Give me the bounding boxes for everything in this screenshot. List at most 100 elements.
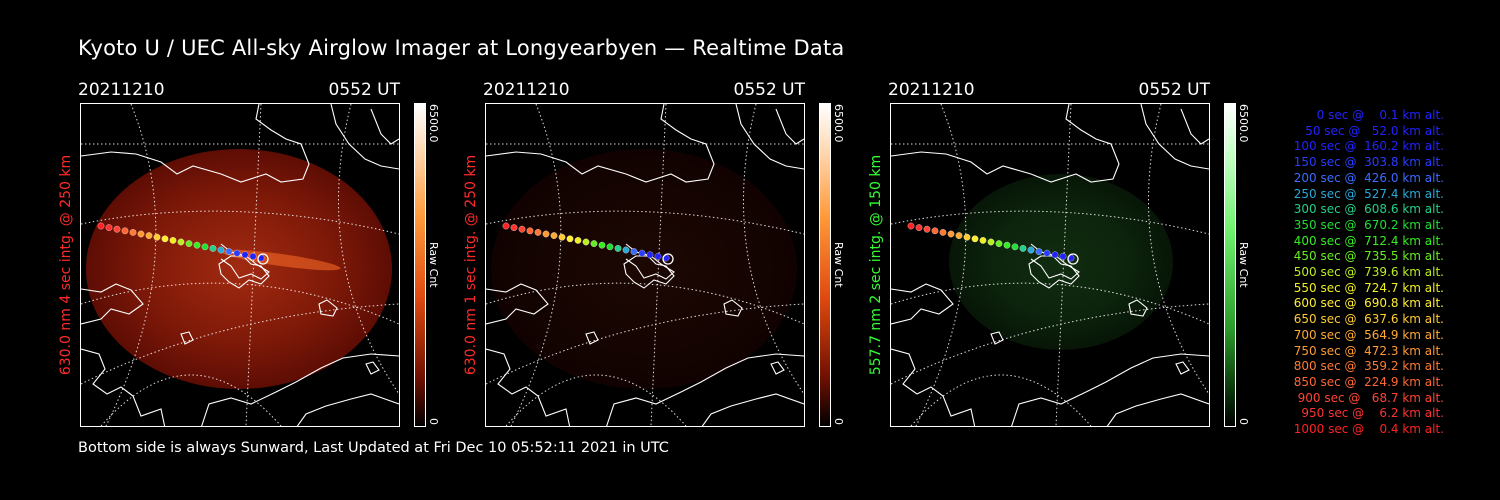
legend-row: 250 sec @ 527.4 km alt. xyxy=(1262,187,1444,203)
graticule-line xyxy=(910,374,1092,426)
panel-2-cbar-max: 6500.0 xyxy=(832,104,845,143)
trajectory-point xyxy=(907,222,915,230)
graticule-line xyxy=(510,104,562,426)
coastline xyxy=(1011,353,1209,426)
legend-row: 500 sec @ 739.6 km alt. xyxy=(1262,265,1444,281)
legend-row-text: 400 sec @ 712.4 km alt. xyxy=(1289,233,1444,248)
station-marker xyxy=(662,253,674,265)
graticule-line xyxy=(486,303,804,385)
legend-row: 350 sec @ 670.2 km alt. xyxy=(1262,218,1444,234)
graticule-line xyxy=(891,303,1209,385)
trajectory-point xyxy=(550,232,558,240)
legend-row: 150 sec @ 303.8 km alt. xyxy=(1262,155,1444,171)
coastline xyxy=(1106,393,1209,426)
legend-row-text: 450 sec @ 735.5 km alt. xyxy=(1289,249,1444,264)
legend-row-text: 950 sec @ 6.2 km alt. xyxy=(1297,406,1444,421)
trajectory-point xyxy=(217,246,225,254)
legend-row: 900 sec @ 68.7 km alt. xyxy=(1262,391,1444,407)
trajectory-point xyxy=(129,228,137,236)
panel-1-colorbar xyxy=(414,103,426,427)
trajectory-point xyxy=(225,248,233,256)
legend-row: 0 sec @ 0.1 km alt. xyxy=(1262,108,1444,124)
legend-row-text: 800 sec @ 359.2 km alt. xyxy=(1289,359,1444,374)
trajectory-point xyxy=(502,222,510,230)
trajectory-point xyxy=(638,249,646,257)
panel-3-cbar-min: 0 xyxy=(1237,418,1250,425)
trajectory-point xyxy=(646,251,654,259)
trajectory-point xyxy=(1019,244,1027,252)
panel-3-date: 20211210 xyxy=(888,80,975,100)
coastline xyxy=(370,108,399,145)
altitude-legend: 0 sec @ 0.1 km alt. 50 sec @ 52.0 km alt… xyxy=(1262,108,1444,438)
trajectory-point xyxy=(939,228,947,236)
trajectory-point xyxy=(566,235,574,243)
trajectory-point xyxy=(979,236,987,244)
trajectory-point xyxy=(995,240,1003,248)
legend-row-text: 550 sec @ 724.7 km alt. xyxy=(1289,280,1444,295)
graticule-line xyxy=(81,282,399,325)
graticule-line xyxy=(505,374,687,426)
panel-1-cbar-unit: Raw Cnt xyxy=(427,242,440,288)
trajectory-point xyxy=(542,230,550,238)
trajectory-point xyxy=(947,230,955,238)
trajectory-point xyxy=(201,243,209,251)
trajectory-point xyxy=(169,236,177,244)
page-title: Kyoto U / UEC All-sky Airglow Imager at … xyxy=(78,36,845,60)
legend-row: 800 sec @ 359.2 km alt. xyxy=(1262,359,1444,375)
legend-row-text: 250 sec @ 527.4 km alt. xyxy=(1289,186,1444,201)
trajectory-point xyxy=(1059,252,1067,260)
panel-2-ylabel-text: 630.0 nm 1 sec intg. @ 250 km xyxy=(463,154,479,376)
panel-1-image xyxy=(80,103,400,427)
legend-row: 950 sec @ 6.2 km alt. xyxy=(1262,406,1444,422)
trajectory-point xyxy=(185,240,193,248)
airglow-disc xyxy=(949,174,1173,350)
trajectory-point xyxy=(1011,243,1019,251)
trajectory-point xyxy=(105,224,113,232)
graticule-line xyxy=(100,374,282,426)
graticule-line xyxy=(486,210,804,235)
legend-row: 650 sec @ 637.6 km alt. xyxy=(1262,312,1444,328)
trajectory-point xyxy=(622,246,630,254)
legend-row-text: 900 sec @ 68.7 km alt. xyxy=(1293,390,1444,405)
trajectory-point xyxy=(97,222,105,230)
legend-row-text: 150 sec @ 303.8 km alt. xyxy=(1289,155,1444,170)
panel-3-cbar-unit: Raw Cnt xyxy=(1237,242,1250,288)
trajectory-point xyxy=(145,232,153,240)
coastline xyxy=(990,331,1004,345)
coastline xyxy=(81,283,144,325)
coastline xyxy=(486,348,571,426)
legend-row-text: 300 sec @ 608.6 km alt. xyxy=(1289,202,1444,217)
trajectory-point xyxy=(153,233,161,241)
legend-row: 1000 sec @ 0.4 km alt. xyxy=(1262,422,1444,438)
panel-2-time: 0552 UT xyxy=(733,80,806,100)
graticule-line xyxy=(486,282,804,325)
legend-row-text: 200 sec @ 426.0 km alt. xyxy=(1289,170,1444,185)
trajectory-point xyxy=(518,225,526,233)
graticule-line xyxy=(891,210,1209,235)
legend-row: 850 sec @ 224.9 km alt. xyxy=(1262,375,1444,391)
legend-row: 300 sec @ 608.6 km alt. xyxy=(1262,202,1444,218)
trajectory-point xyxy=(177,238,185,246)
trajectory-point xyxy=(233,249,241,257)
coastline xyxy=(330,104,399,170)
panel-2-svg xyxy=(486,104,804,426)
legend-row: 550 sec @ 724.7 km alt. xyxy=(1262,281,1444,297)
trajectory-point xyxy=(161,235,169,243)
coastline xyxy=(486,283,549,325)
coastline xyxy=(81,104,310,183)
trajectory-point xyxy=(931,227,939,235)
graticule-line xyxy=(891,282,1209,325)
svalbard-coastline xyxy=(623,255,675,289)
trajectory-point xyxy=(510,224,518,232)
trajectory-point xyxy=(113,225,121,233)
legend-row-text: 750 sec @ 472.3 km alt. xyxy=(1289,343,1444,358)
legend-row: 750 sec @ 472.3 km alt. xyxy=(1262,344,1444,360)
panel-2-date: 20211210 xyxy=(483,80,570,100)
legend-row-text: 700 sec @ 564.9 km alt. xyxy=(1289,327,1444,342)
panel-3-ylabel: 557.7 nm 2 sec intg. @ 150 km xyxy=(866,103,886,427)
coastline xyxy=(770,361,785,375)
svalbard-coastline xyxy=(1028,255,1080,289)
trajectory-point xyxy=(582,238,590,246)
legend-row: 50 sec @ 52.0 km alt. xyxy=(1262,124,1444,140)
coastline xyxy=(318,299,338,317)
